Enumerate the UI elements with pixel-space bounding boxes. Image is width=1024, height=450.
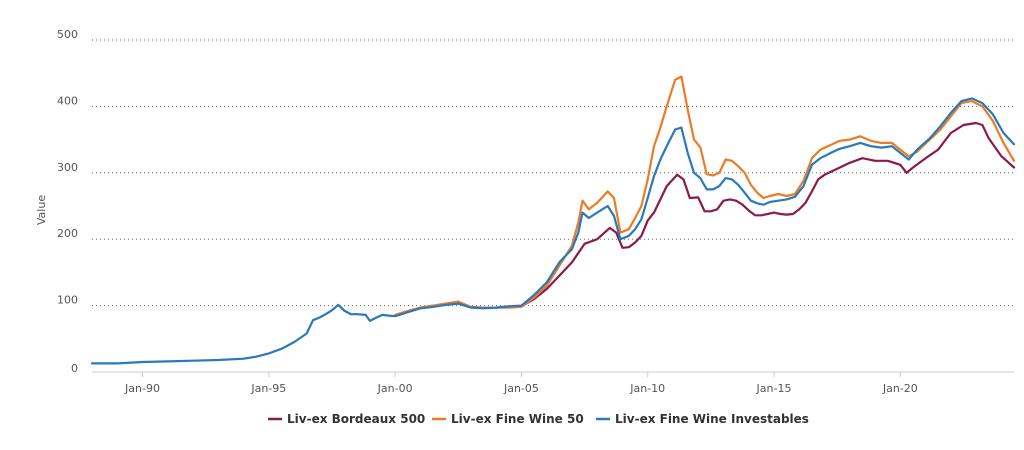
x-tick-label: Jan-00	[377, 382, 413, 395]
x-tick-label: Jan-15	[756, 382, 792, 395]
x-tick-label: Jan-05	[503, 382, 539, 395]
series-line-1	[394, 75, 1016, 316]
legend-item-2[interactable]: Liv-ex Fine Wine Investables	[596, 412, 809, 426]
series-line-2	[90, 97, 1016, 365]
x-tick-label: Jan-90	[124, 382, 160, 395]
y-tick-label: 300	[57, 161, 78, 174]
legend-label: Liv-ex Fine Wine 50	[451, 412, 584, 426]
legend-item-0[interactable]: Liv-ex Bordeaux 500	[268, 412, 425, 426]
series-lines	[90, 75, 1016, 365]
x-tick-label: Jan-20	[882, 382, 918, 395]
y-axis-title: Value	[35, 195, 48, 225]
legend-label: Liv-ex Fine Wine Investables	[615, 412, 809, 426]
series-line-0	[495, 121, 1016, 309]
x-tick-label: Jan-95	[250, 382, 286, 395]
y-axis-ticks: 0 100 200 300 400 500	[57, 28, 78, 375]
y-tick-label: 100	[57, 294, 78, 307]
legend-item-1[interactable]: Liv-ex Fine Wine 50	[432, 412, 584, 426]
y-tick-label: 400	[57, 94, 78, 107]
y-tick-label: 0	[71, 362, 78, 375]
y-tick-label: 500	[57, 28, 78, 41]
x-axis-ticks: Jan-90 Jan-95 Jan-00 Jan-05 Jan-10 Jan-15 Jan-…	[124, 372, 918, 395]
legend-label: Liv-ex Bordeaux 500	[287, 412, 425, 426]
grid-lines	[92, 39, 1014, 307]
y-tick-label: 200	[57, 227, 78, 240]
x-tick-label: Jan-10	[629, 382, 665, 395]
legend[interactable]: Liv-ex Bordeaux 500 Liv-ex Fine Wine 50 Li…	[268, 412, 809, 426]
